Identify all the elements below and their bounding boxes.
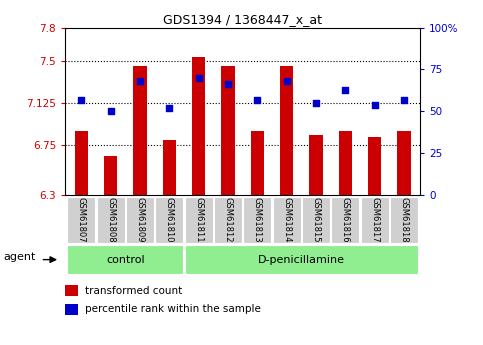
Bar (339, 131, 352, 195)
Text: GSM61808: GSM61808 (106, 197, 115, 243)
Point (77, 97, 85, 102)
Bar (302, 197, 330, 243)
Text: transformed count: transformed count (85, 286, 182, 296)
Bar (361, 197, 389, 243)
Bar (398, 131, 411, 195)
Bar (185, 245, 418, 274)
Point (341, 87, 349, 92)
Text: GSM61817: GSM61817 (370, 197, 379, 243)
Point (400, 97, 408, 102)
Bar (192, 57, 205, 195)
Text: percentile rank within the sample: percentile rank within the sample (85, 304, 261, 314)
Point (283, 78, 291, 84)
Point (136, 78, 144, 84)
Bar (280, 66, 293, 195)
Bar (310, 135, 323, 195)
Bar (390, 197, 418, 243)
Text: GSM61816: GSM61816 (341, 197, 350, 243)
Bar (126, 197, 154, 243)
Title: GDS1394 / 1368447_x_at: GDS1394 / 1368447_x_at (163, 13, 322, 27)
Bar (133, 66, 147, 195)
Point (312, 100, 320, 106)
Text: GSM61814: GSM61814 (282, 197, 291, 243)
Bar (67, 197, 96, 243)
Bar (163, 140, 176, 195)
Bar (97, 197, 125, 243)
Bar (67, 245, 184, 274)
Point (254, 97, 261, 102)
Bar (272, 197, 301, 243)
Bar (251, 131, 264, 195)
Text: GSM61809: GSM61809 (136, 197, 144, 243)
Text: GSM61818: GSM61818 (399, 197, 409, 243)
Bar (65, 304, 78, 315)
Text: GSM61813: GSM61813 (253, 197, 262, 243)
Text: GSM61810: GSM61810 (165, 197, 174, 243)
Text: GSM61807: GSM61807 (77, 197, 86, 243)
Point (195, 75, 202, 80)
Bar (155, 197, 184, 243)
Point (224, 82, 232, 87)
Bar (75, 131, 88, 195)
Point (107, 108, 114, 114)
Bar (104, 156, 117, 195)
Bar (65, 285, 78, 296)
Text: GSM61812: GSM61812 (224, 197, 232, 243)
Bar (185, 197, 213, 243)
Text: GSM61811: GSM61811 (194, 197, 203, 243)
Point (166, 105, 173, 111)
Bar (331, 197, 359, 243)
Text: D-penicillamine: D-penicillamine (258, 255, 345, 265)
Text: GSM61815: GSM61815 (312, 197, 321, 243)
Bar (214, 197, 242, 243)
Point (371, 102, 379, 107)
Text: control: control (106, 255, 145, 265)
Bar (221, 66, 235, 195)
Text: agent: agent (3, 252, 36, 262)
Bar (368, 137, 382, 195)
Bar (243, 197, 271, 243)
